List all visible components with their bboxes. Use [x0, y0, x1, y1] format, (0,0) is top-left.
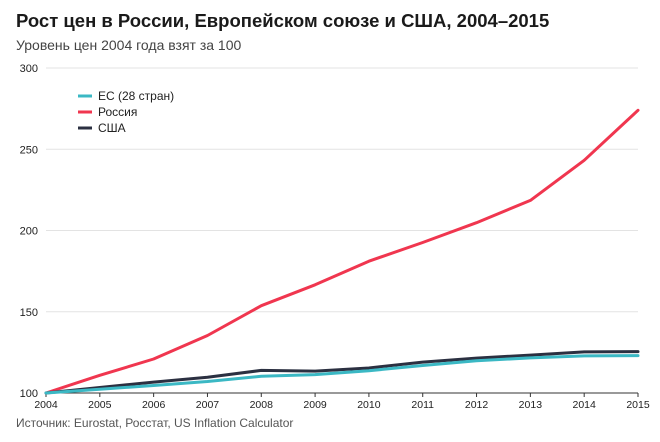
source-note: Источник: Eurostat, Росстат, US Inflatio…	[16, 416, 294, 430]
chart-subtitle: Уровень цен 2004 года взят за 100	[16, 37, 242, 53]
x-tick-label: 2004	[34, 399, 58, 411]
x-tick-label: 2014	[573, 399, 597, 411]
legend: ЕС (28 стран) Россия США	[78, 89, 174, 135]
y-axis-ticks: 100 150 200 250 300	[20, 63, 38, 400]
y-tick-label: 200	[20, 226, 38, 238]
chart-title: Рост цен в России, Европейском союзе и С…	[16, 10, 550, 31]
x-tick-label: 2012	[465, 399, 489, 411]
grid-lines	[46, 67, 638, 394]
x-tick-label: 2008	[250, 399, 274, 411]
x-tick-label: 2006	[142, 399, 166, 411]
legend-label: ЕС (28 стран)	[98, 89, 174, 103]
legend-label: Россия	[98, 105, 137, 119]
x-tick-label: 2009	[303, 399, 327, 411]
x-tick-label: 2010	[357, 399, 381, 411]
series-line-0	[44, 354, 640, 395]
series-lines	[44, 108, 640, 395]
y-tick-label: 300	[20, 63, 38, 75]
x-axis-ticks: 2004 2005 2006 2007 2008 2009 2010 2011 2012 2013…	[34, 393, 650, 411]
x-tick-label: 2005	[88, 399, 112, 411]
x-tick-label: 2013	[519, 399, 543, 411]
y-tick-label: 250	[20, 144, 38, 156]
series-line-2	[44, 350, 640, 395]
x-tick-label: 2011	[411, 399, 434, 411]
legend-label: США	[98, 121, 126, 135]
x-tick-label: 2015	[626, 399, 650, 411]
series-line-1	[44, 108, 640, 395]
y-tick-label: 150	[20, 307, 38, 319]
x-tick-label: 2007	[196, 399, 220, 411]
y-tick-label: 100	[20, 388, 38, 400]
